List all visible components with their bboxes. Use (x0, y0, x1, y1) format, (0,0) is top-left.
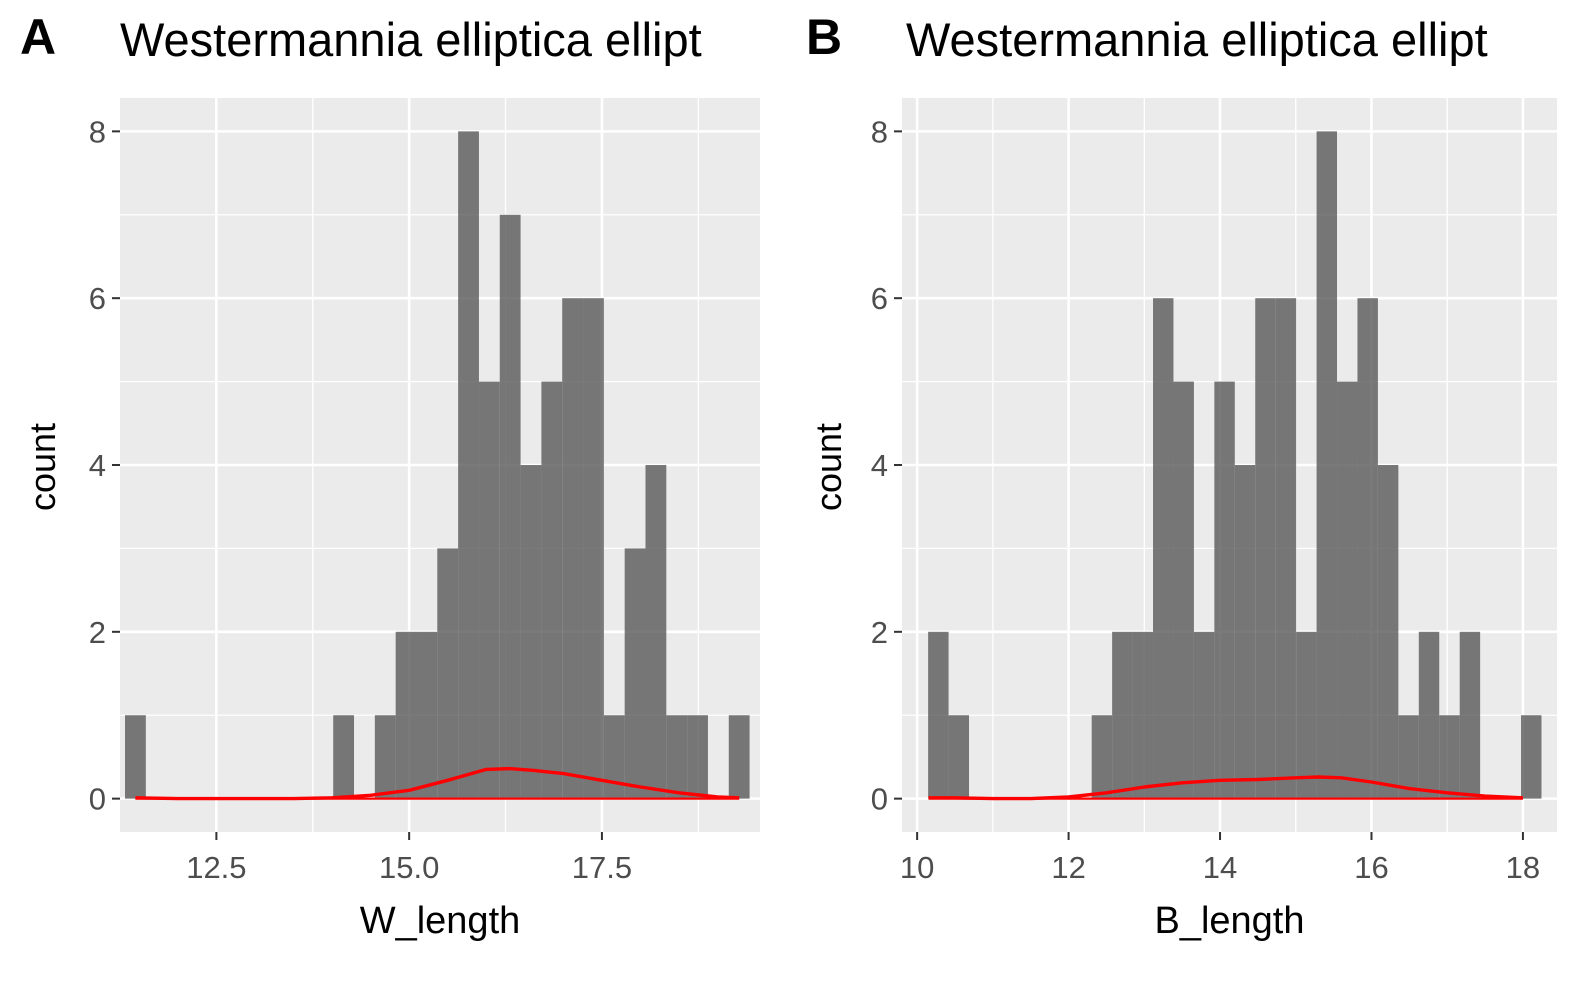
y-tick-label: 4 (89, 448, 106, 483)
histogram-bar (1398, 715, 1419, 799)
histogram-bar (1459, 631, 1481, 799)
histogram-bar (1337, 381, 1358, 799)
histogram-bar (583, 298, 604, 799)
histogram-bar (1521, 715, 1542, 799)
histogram-bar (1173, 381, 1194, 799)
x-tick-label: 15.0 (379, 850, 439, 885)
histogram-bar (1132, 631, 1154, 799)
y-tick-label: 6 (89, 281, 106, 316)
y-axis-label: count (808, 422, 849, 512)
histogram-bar (1377, 465, 1399, 799)
histogram-bar (1153, 298, 1174, 799)
y-tick-label: 8 (89, 114, 106, 149)
chart-title: Westermannia elliptica ellipt (906, 13, 1488, 66)
histogram-bar (125, 715, 146, 799)
histogram-bar (1255, 298, 1276, 799)
histogram-plot: 0 2 4 6 8 10 12 14 16 18 (871, 98, 1557, 885)
histogram-bar (1296, 631, 1317, 799)
histogram-bar (1439, 715, 1460, 799)
histogram-bar (948, 715, 970, 799)
density-curve (135, 766, 740, 801)
y-tick-label: 0 (871, 782, 888, 817)
histogram-bar (374, 715, 396, 799)
panel-tag: A (20, 9, 57, 65)
histogram-bar (416, 631, 438, 799)
y-tick-label: 2 (89, 615, 106, 650)
y-tick-label: 6 (871, 281, 888, 316)
histogram-bar (624, 548, 646, 799)
chart-title: Westermannia elliptica ellipt (120, 13, 702, 66)
histogram-bar (603, 715, 625, 799)
y-axis-label: count (22, 422, 63, 512)
histogram-bar (1091, 715, 1113, 799)
histogram-bar (395, 631, 417, 799)
histogram-bar (520, 465, 542, 799)
density-curve (928, 775, 1523, 801)
histogram-bar (1316, 131, 1338, 799)
histogram-bar (478, 381, 500, 799)
histogram-bar (1193, 631, 1215, 799)
histogram-bar (333, 715, 355, 799)
histogram-bar (437, 548, 459, 799)
histogram-bar (1357, 298, 1378, 799)
x-axis-label: W_length (359, 900, 521, 942)
histogram-bar (728, 715, 750, 799)
x-tick-label: 10 (900, 850, 934, 885)
panel-a: A Westermannia elliptica ellipt 0 2 4 6 8 12.… (0, 0, 790, 984)
histogram-bar (1214, 381, 1235, 799)
x-tick-label: 17.5 (572, 850, 632, 885)
x-tick-label: 16 (1354, 850, 1388, 885)
panel-tag: B (806, 9, 843, 65)
histogram-bar (687, 715, 708, 799)
histogram-bar (1234, 465, 1256, 799)
y-tick-label: 4 (871, 448, 888, 483)
histogram-bar (458, 131, 479, 799)
x-tick-label: 12 (1051, 850, 1085, 885)
histogram-bar (645, 465, 667, 799)
histogram-bar (928, 631, 949, 799)
x-tick-label: 18 (1506, 850, 1540, 885)
histogram-bar (1275, 298, 1297, 799)
histogram-bar (541, 381, 563, 799)
y-tick-label: 2 (871, 615, 888, 650)
panel-b: B Westermannia elliptica ellipt 0 2 4 6 8 10 1… (790, 0, 1593, 984)
histogram-bar (562, 298, 584, 799)
histogram-bar (499, 214, 521, 799)
histogram-bar (666, 715, 688, 799)
y-tick-label: 8 (871, 114, 888, 149)
histogram-bar (1418, 631, 1440, 799)
histogram-plot: 0 2 4 6 8 12.5 15.0 17.5 (89, 98, 760, 885)
y-tick-label: 0 (89, 782, 106, 817)
x-tick-label: 14 (1203, 850, 1237, 885)
x-axis-label: B_length (1154, 900, 1305, 942)
x-tick-label: 12.5 (186, 850, 246, 885)
histogram-bar (1112, 631, 1133, 799)
